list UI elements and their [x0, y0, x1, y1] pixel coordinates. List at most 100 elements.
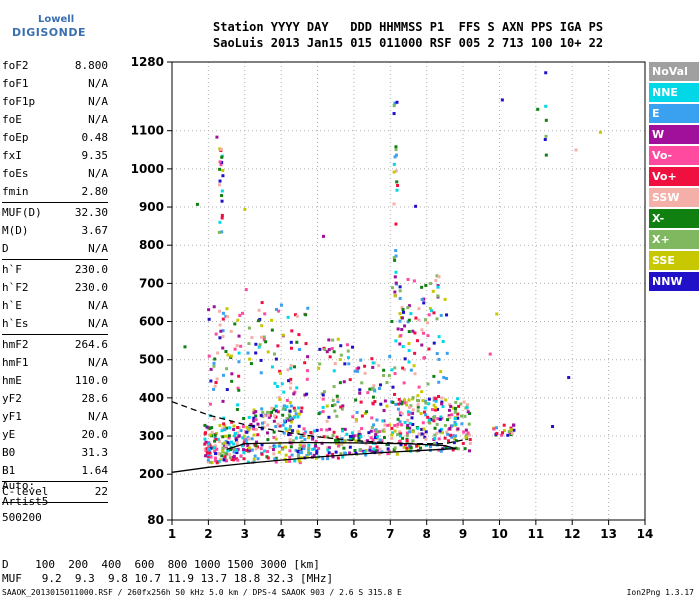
- echo-point: [224, 439, 228, 443]
- echo-point: [420, 343, 424, 347]
- echo-point: [373, 449, 377, 453]
- echo-point: [375, 449, 379, 453]
- echo-point: [206, 455, 210, 459]
- legend-item: Vo+: [649, 167, 699, 186]
- echo-point: [454, 423, 458, 427]
- echo-point: [249, 423, 253, 427]
- echo-point: [289, 381, 293, 385]
- echo-point: [413, 331, 417, 335]
- chart-axes: 1 2 3 4 5 6 7 8 9 10 11 12 13 14802003004005006007008…: [131, 55, 654, 541]
- echo-point: [274, 425, 278, 429]
- echo-point: [360, 381, 364, 385]
- echo-point: [336, 438, 340, 442]
- echo-point: [373, 388, 377, 392]
- echo-point: [385, 381, 389, 385]
- echo-point: [215, 431, 219, 435]
- echo-point: [420, 432, 424, 436]
- echo-point: [370, 357, 374, 361]
- y-tick-label: 300: [139, 429, 164, 443]
- echo-point: [512, 423, 516, 427]
- echo-point: [383, 423, 387, 427]
- echo-point: [312, 429, 316, 433]
- echo-point: [253, 454, 257, 458]
- echo-point: [393, 446, 397, 450]
- echo-point: [393, 429, 397, 433]
- echo-point: [260, 443, 264, 447]
- echo-point: [208, 451, 212, 455]
- echo-point: [272, 430, 276, 434]
- echo-point: [343, 362, 347, 366]
- echo-point: [463, 414, 467, 418]
- param-name: h`F: [2, 263, 22, 276]
- echo-point: [281, 423, 285, 427]
- echo-point: [382, 373, 386, 377]
- echo-point: [209, 367, 213, 371]
- echo-point: [254, 342, 258, 346]
- legend-item: NoVal: [649, 62, 699, 81]
- echo-point: [214, 452, 218, 456]
- echo-point: [289, 340, 293, 344]
- echo-point: [436, 284, 440, 288]
- echo-point: [335, 414, 339, 418]
- echo-point: [272, 419, 276, 423]
- echo-point: [447, 408, 451, 412]
- echo-point: [372, 423, 376, 427]
- echo-point: [315, 449, 319, 453]
- echo-point: [375, 430, 379, 434]
- echo-point: [441, 405, 445, 409]
- echo-point: [203, 431, 207, 435]
- echo-point: [286, 368, 290, 372]
- echo-point: [382, 409, 386, 413]
- param-row: B1 1.64: [2, 462, 108, 480]
- echo-point: [426, 334, 430, 338]
- echo-point: [405, 403, 409, 407]
- echo-point: [373, 400, 377, 404]
- echo-point: [213, 459, 217, 463]
- echo-point: [351, 415, 355, 419]
- echo-point: [321, 234, 325, 238]
- echo-point: [439, 449, 443, 453]
- echo-point: [439, 427, 443, 431]
- echo-point: [278, 371, 282, 375]
- echo-point: [392, 448, 396, 452]
- x-tick-label: 1: [168, 527, 176, 541]
- echo-point: [240, 311, 244, 315]
- echo-point: [221, 317, 225, 321]
- echo-point: [438, 429, 442, 433]
- echo-point: [377, 387, 381, 391]
- echo-point: [266, 456, 270, 460]
- echo-point: [281, 333, 285, 337]
- echo-point: [338, 381, 342, 385]
- echo-point: [390, 436, 394, 440]
- echo-point: [454, 408, 458, 412]
- echo-point: [246, 460, 250, 464]
- echo-point: [245, 430, 249, 434]
- echo-point: [407, 413, 411, 417]
- echo-point: [237, 334, 241, 338]
- echo-point: [213, 357, 217, 361]
- echo-point: [258, 343, 262, 347]
- echo-point: [223, 424, 227, 428]
- echo-point: [208, 433, 212, 437]
- echo-point: [270, 318, 274, 322]
- echo-point: [225, 307, 229, 311]
- echo-point: [300, 451, 304, 455]
- echo-point: [213, 449, 217, 453]
- echo-point: [297, 333, 301, 337]
- y-tick-label: 1280: [131, 55, 164, 69]
- echo-point: [544, 104, 548, 108]
- echo-point: [447, 439, 451, 443]
- echo-point: [456, 427, 460, 431]
- echo-point: [443, 297, 447, 301]
- echo-point: [247, 342, 251, 346]
- echo-point: [229, 354, 233, 358]
- echo-point: [228, 456, 232, 460]
- echo-point: [382, 427, 386, 431]
- echo-point: [293, 365, 297, 369]
- echo-point: [341, 429, 345, 433]
- echo-point: [448, 403, 452, 407]
- echo-point: [282, 390, 286, 394]
- echo-point: [439, 370, 443, 374]
- echo-point: [405, 434, 409, 438]
- echo-point: [495, 431, 499, 435]
